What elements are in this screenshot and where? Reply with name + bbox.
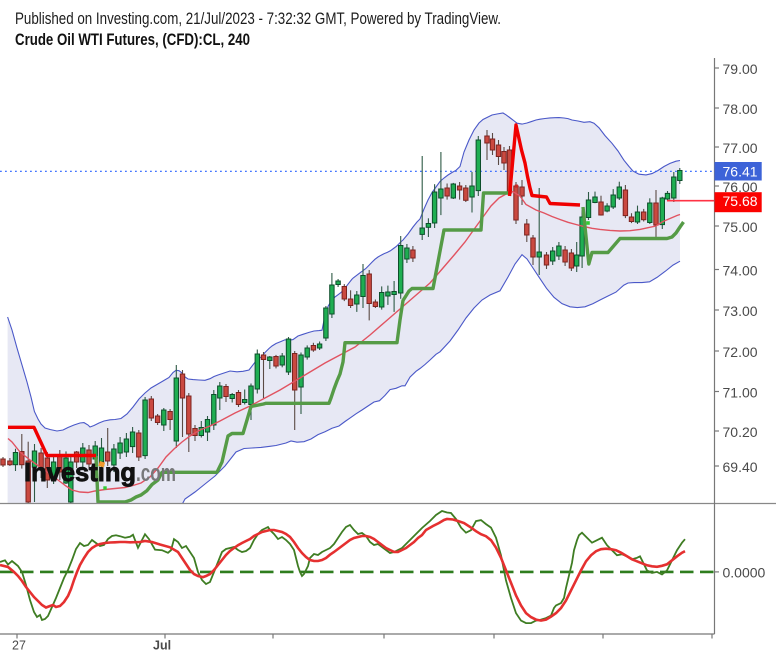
svg-text:78.00: 78.00 <box>723 101 758 117</box>
svg-text:Crude Oil WTI Futures, (CFD):C: Crude Oil WTI Futures, (CFD):CL, 240 <box>15 31 250 49</box>
svg-text:0.0000: 0.0000 <box>723 564 766 580</box>
svg-text:27: 27 <box>12 639 26 653</box>
svg-text:75.00: 75.00 <box>723 219 758 235</box>
svg-text:69.40: 69.40 <box>723 459 758 475</box>
svg-text:70.20: 70.20 <box>723 424 758 440</box>
svg-text:73.00: 73.00 <box>723 303 758 319</box>
svg-text:76.41: 76.41 <box>723 164 758 180</box>
svg-text:Investing: Investing <box>24 457 136 487</box>
svg-text:79.00: 79.00 <box>723 61 758 77</box>
svg-text:75.68: 75.68 <box>723 193 758 209</box>
svg-text:72.00: 72.00 <box>723 344 758 360</box>
svg-text:74.00: 74.00 <box>723 263 758 279</box>
svg-text:71.00: 71.00 <box>723 385 758 401</box>
svg-text:Published on Investing.com, 21: Published on Investing.com, 21/Jul/2023 … <box>15 10 501 28</box>
svg-text:.com: .com <box>136 460 176 487</box>
svg-text:77.00: 77.00 <box>723 140 758 156</box>
svg-text:76.00: 76.00 <box>723 179 758 195</box>
svg-text:Jul: Jul <box>153 639 171 653</box>
